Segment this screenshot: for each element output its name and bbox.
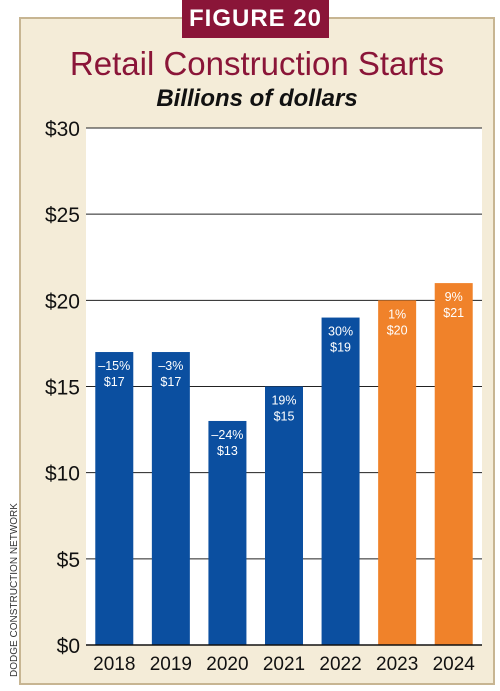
bar — [208, 420, 247, 645]
bar-pct-label: –15% — [98, 359, 130, 373]
bar-pct-label: 9% — [445, 290, 463, 304]
x-tick-label: 2022 — [319, 654, 361, 675]
bar — [95, 352, 134, 645]
bar-pct-label: 30% — [328, 325, 353, 339]
y-tick-label: $0 — [57, 635, 80, 658]
y-tick-label: $25 — [45, 204, 80, 227]
bar-pct-label: 19% — [271, 394, 296, 408]
bar-value-label: $15 — [274, 410, 295, 424]
y-tick-label: $15 — [45, 377, 80, 400]
y-tick-label: $20 — [45, 290, 80, 313]
chart-title: Retail Construction Starts — [69, 45, 445, 82]
bar-value-label: $13 — [217, 444, 238, 458]
bar-value-label: $21 — [443, 306, 464, 320]
y-tick-label: $10 — [45, 463, 80, 486]
bar-pct-label: 1% — [388, 307, 406, 321]
figure-label: FIGURE 20 — [182, 0, 329, 38]
bar-value-label: $20 — [387, 323, 408, 337]
bar-pct-label: –3% — [158, 359, 183, 373]
bar-value-label: $19 — [330, 341, 351, 355]
bar-pct-label: –24% — [211, 428, 243, 442]
y-tick-label: $5 — [57, 549, 80, 572]
bar — [151, 352, 190, 645]
x-tick-label: 2024 — [433, 654, 476, 675]
chart-subtitle: Billions of dollars — [156, 85, 358, 112]
bar — [434, 283, 473, 645]
x-tick-label: 2020 — [206, 654, 248, 675]
bar-value-label: $17 — [160, 375, 181, 389]
x-tick-label: 2018 — [93, 654, 135, 675]
bar — [378, 300, 417, 645]
bar — [321, 317, 360, 645]
y-tick-label: $30 — [45, 118, 80, 141]
x-tick-label: 2019 — [150, 654, 192, 675]
x-tick-label: 2023 — [376, 654, 418, 675]
bar — [265, 386, 303, 645]
x-tick-label: 2021 — [263, 654, 305, 675]
bar-value-label: $17 — [104, 375, 125, 389]
